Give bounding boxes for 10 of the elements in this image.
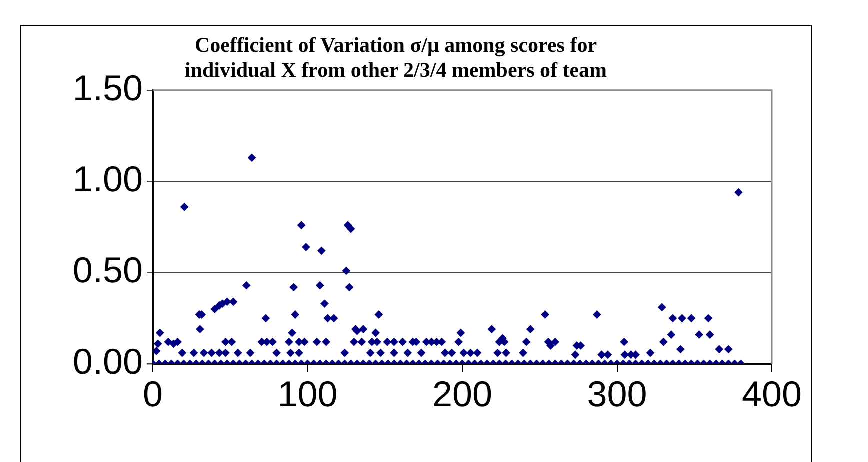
x-tick-label: 0 bbox=[142, 374, 164, 415]
y-tick-label: 1.00 bbox=[72, 158, 143, 200]
x-tick-label: 400 bbox=[742, 374, 802, 415]
y-tick-label: 0.50 bbox=[72, 250, 143, 291]
x-tick-label: 300 bbox=[587, 374, 648, 415]
y-tick-label: 1.50 bbox=[72, 67, 143, 108]
chart-title: Coefficient of Variation σ/μ among scores for individual X from other 2/3/4 members of team bbox=[184, 33, 608, 82]
x-tick-label: 100 bbox=[278, 374, 338, 415]
y-tick-label: 0.00 bbox=[72, 340, 143, 382]
x-tick-label: 200 bbox=[432, 374, 493, 415]
